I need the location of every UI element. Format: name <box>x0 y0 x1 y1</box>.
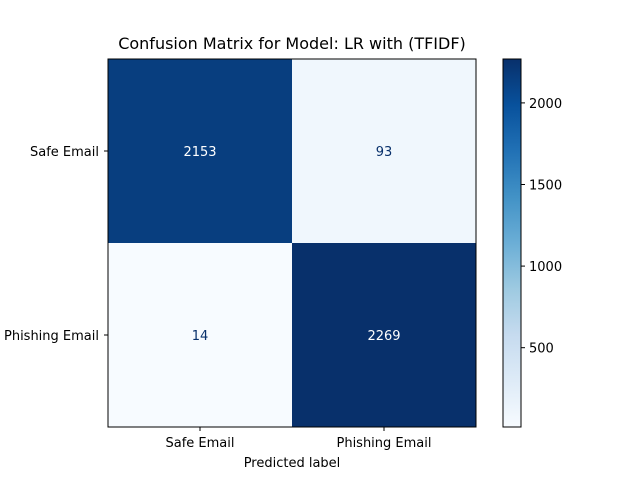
matrix-cell <box>108 243 292 427</box>
y-axis: Safe Email Phishing Email <box>4 145 108 344</box>
y-tick-label: Phishing Email <box>4 329 99 344</box>
matrix-cell <box>108 59 292 243</box>
y-tick-label: Safe Email <box>30 145 99 160</box>
matrix-cell <box>292 243 476 427</box>
cell-value-label: 2153 <box>183 145 216 160</box>
colorbar-tick-label: 1500 <box>529 178 562 193</box>
cell-value-label: 2269 <box>367 329 400 344</box>
matrix-cells <box>108 59 476 427</box>
colorbar-tick-label: 2000 <box>529 97 562 112</box>
x-tick-label: Safe Email <box>166 436 235 451</box>
colorbar-axis: 500 1000 1500 2000 <box>521 97 562 357</box>
colorbar-tick-label: 500 <box>529 342 554 357</box>
chart-title: Confusion Matrix for Model: LR with (TFI… <box>118 34 466 53</box>
x-axis: Safe Email Phishing Email <box>166 427 432 451</box>
plot-frame <box>107 58 477 428</box>
cell-value-label: 14 <box>192 329 209 344</box>
x-tick-label: Phishing Email <box>336 436 431 451</box>
colorbar <box>502 58 522 428</box>
matrix-cell <box>292 59 476 243</box>
colorbar-tick-label: 1000 <box>529 260 562 275</box>
x-axis-label: Predicted label <box>244 456 341 471</box>
matrix-cell-labels: 2153 93 14 2269 <box>183 145 400 344</box>
cell-value-label: 93 <box>376 145 393 160</box>
